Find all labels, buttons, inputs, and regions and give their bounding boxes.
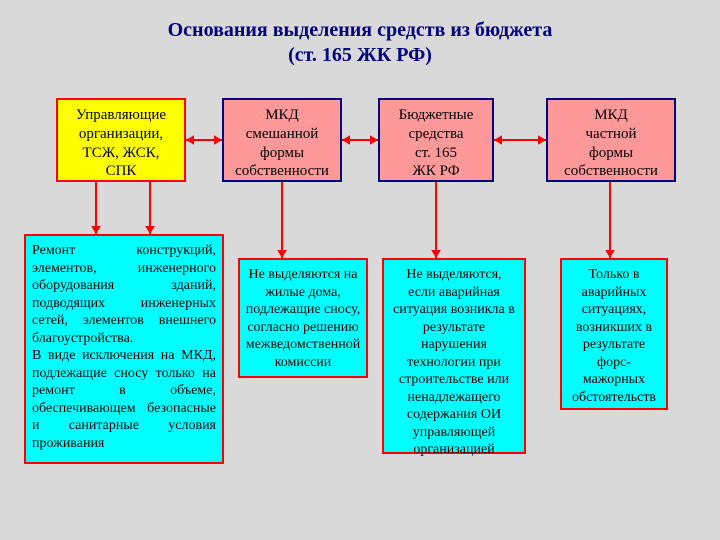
top-box-3: Бюджетные средства ст. 165 ЖК РФ <box>378 98 494 182</box>
top-box-3-text: Бюджетные средства ст. 165 ЖК РФ <box>399 107 474 179</box>
bottom-box-1-text: Ремонт конструкций, элементов, инженерно… <box>32 243 216 451</box>
bottom-box-3-text: Не выделяются, если аварийная ситуация в… <box>393 267 515 457</box>
bottom-box-4: Только в аварийных ситуациях, возникших … <box>560 258 668 410</box>
bottom-box-4-text: Только в аварийных ситуациях, возникших … <box>572 267 656 405</box>
top-box-1: Управляющие организации, ТСЖ, ЖСК, СПК <box>56 98 186 182</box>
top-box-2-text: МКД смешанной формы собственности <box>235 107 329 179</box>
page-title: Основания выделения средств из бюджета (… <box>0 18 720 68</box>
top-box-2: МКД смешанной формы собственности <box>222 98 342 182</box>
bottom-box-1: Ремонт конструкций, элементов, инженерно… <box>24 234 224 464</box>
bottom-box-2: Не выделяются на жилые дома, подлежащие … <box>238 258 368 378</box>
top-box-4-text: МКД частной формы собственности <box>564 107 658 179</box>
top-box-1-text: Управляющие организации, ТСЖ, ЖСК, СПК <box>76 107 166 179</box>
top-box-4: МКД частной формы собственности <box>546 98 676 182</box>
bottom-box-2-text: Не выделяются на жилые дома, подлежащие … <box>246 267 361 370</box>
bottom-box-3: Не выделяются, если аварийная ситуация в… <box>382 258 526 454</box>
